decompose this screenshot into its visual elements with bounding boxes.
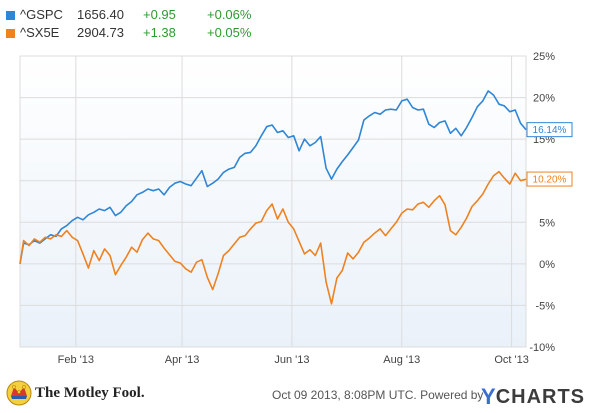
end-value-box <box>526 171 573 187</box>
end-value-label: 10.20% <box>526 171 573 187</box>
legend: ^GSPC 1656.40 +0.95 +0.06% ^SX5E 2904.73… <box>6 6 251 42</box>
legend-last-value: 2904.73 <box>77 25 124 40</box>
x-tick-label: Feb '13 <box>58 354 94 366</box>
series-line-gspc <box>19 90 527 265</box>
ycharts-logo-text: CHARTS <box>495 385 586 408</box>
y-tick-label: 0% <box>539 259 555 271</box>
series-line-sx5e <box>19 170 527 305</box>
chart-timestamp: Oct 09 2013, 8:08PM UTC. Powered by <box>272 388 484 402</box>
legend-change-percent: +0.06% <box>207 7 252 22</box>
plot-area <box>19 55 527 348</box>
y-tick-label: -5% <box>535 300 555 312</box>
y-tick-label: -10% <box>529 342 555 354</box>
legend-symbol: ^SX5E <box>20 25 60 40</box>
end-value-label: 16.14% <box>526 122 573 138</box>
x-tick-label: Oct '13 <box>494 354 529 366</box>
x-tick-label: Apr '13 <box>165 354 200 366</box>
ycharts-logo[interactable]: Y CHARTS <box>481 384 585 410</box>
legend-change-percent: +0.05% <box>207 25 252 40</box>
x-tick-label: Jun '13 <box>274 354 309 366</box>
legend-swatch-gspc <box>6 10 15 20</box>
jester-hat-icon <box>6 380 32 406</box>
end-value-text: 16.14% <box>533 125 567 136</box>
y-tick-label: 25% <box>533 51 555 63</box>
motley-fool-brand: The Motley Fool. <box>35 384 145 401</box>
legend-item-sx5e: ^SX5E 2904.73 +1.38 +0.05% <box>6 24 251 42</box>
legend-item-gspc: ^GSPC 1656.40 +0.95 +0.06% <box>6 6 251 24</box>
motley-fool-logo[interactable]: The Motley Fool. <box>6 380 145 406</box>
y-tick-label: 20% <box>533 93 555 105</box>
x-tick-label: Aug '13 <box>383 354 420 366</box>
y-tick-label: 5% <box>539 217 555 229</box>
end-value-box <box>526 122 573 138</box>
legend-change: +0.95 <box>143 7 176 22</box>
end-value-text: 10.20% <box>533 175 567 186</box>
legend-change: +1.38 <box>143 25 176 40</box>
footer: The Motley Fool. Oct 09 2013, 8:08PM UTC… <box>0 379 590 413</box>
ycharts-logo-y: Y <box>481 384 496 409</box>
legend-last-value: 1656.40 <box>77 7 124 22</box>
legend-swatch-sx5e <box>6 28 15 38</box>
legend-symbol: ^GSPC <box>20 7 63 22</box>
